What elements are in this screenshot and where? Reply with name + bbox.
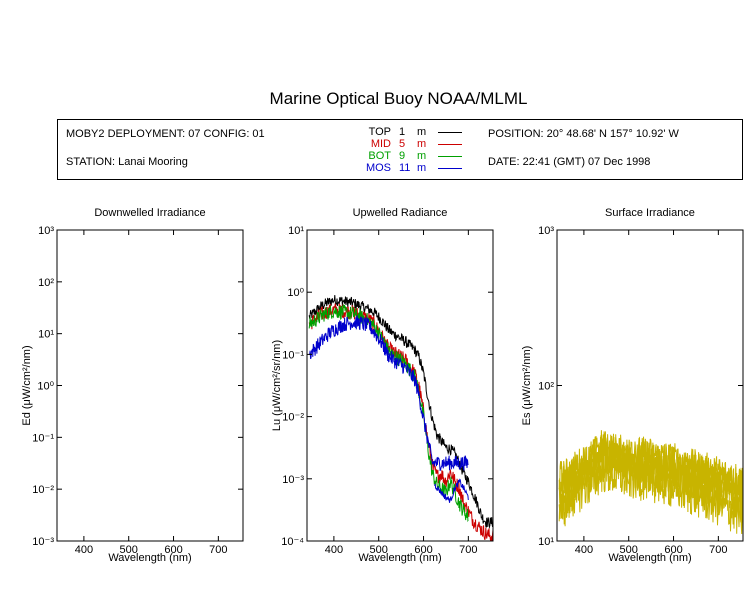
x-tick-label: 400 (325, 544, 343, 556)
y-tick-label: 10² (38, 277, 54, 289)
figure-title: Marine Optical Buoy NOAA/MLML (269, 89, 528, 108)
y-axis-label: Ed (μW/cm²/nm) (21, 345, 33, 425)
legend-swatch (438, 168, 462, 169)
position-text: POSITION: 20° 48.68' N 157° 10.92' W (488, 128, 679, 140)
x-axis-label: Wavelength (nm) (608, 552, 691, 564)
x-tick-label: 700 (709, 544, 727, 556)
legend-name: MID (370, 138, 391, 150)
y-tick-label: 10⁻³ (32, 536, 54, 548)
deployment-text: MOBY2 DEPLOYMENT: 07 CONFIG: 01 (66, 128, 265, 140)
y-tick-label: 10⁻¹ (32, 432, 54, 444)
chart-title: Surface Irradiance (605, 207, 695, 219)
legend-depth: 9 (399, 150, 406, 162)
y-tick-label: 10⁻² (32, 484, 54, 496)
x-tick-label: 500 (370, 544, 388, 556)
series-line-mos (309, 315, 469, 472)
y-tick-label: 10⁰ (37, 381, 54, 393)
y-tick-label: 10⁻² (282, 412, 304, 424)
legend-swatch (438, 156, 462, 157)
y-axis-label: Lu (μW/cm²/sr/nm) (271, 340, 283, 431)
plot-frame (306, 229, 494, 542)
x-tick-label: 600 (664, 544, 682, 556)
y-tick-label: 10² (538, 381, 554, 393)
legend-depth: 5 (399, 138, 406, 150)
x-tick-label: 500 (120, 544, 138, 556)
x-tick-label: 400 (75, 544, 93, 556)
y-axis-label: Es (μW/cm²/nm) (521, 346, 533, 426)
series-line-top (308, 295, 493, 530)
chart-title: Upwelled Radiance (353, 207, 448, 219)
legend-name: TOP (368, 126, 391, 138)
x-tick-label: 700 (459, 544, 477, 556)
chart-title: Downwelled Irradiance (94, 207, 205, 219)
y-tick-label: 10⁻³ (282, 474, 304, 486)
series-line-bot (308, 304, 469, 523)
plot-frame (56, 229, 244, 542)
y-tick-label: 10³ (538, 225, 554, 237)
info-box: MOBY2 DEPLOYMENT: 07 CONFIG: 01 STATION:… (57, 119, 743, 180)
legend-unit: m (417, 126, 427, 138)
legend-name: BOT (368, 150, 391, 162)
series-line-mos (434, 478, 469, 503)
y-tick-label: 10¹ (288, 225, 304, 237)
legend-depth: 1 (399, 126, 406, 138)
y-tick-label: 10¹ (538, 536, 554, 548)
x-tick-label: 500 (620, 544, 638, 556)
chart-2: Upwelled Radiance 400 500 600 700 10¹ 10⁰ 10⁻¹ 1… (271, 207, 494, 564)
y-tick-label: 10¹ (38, 329, 54, 341)
x-tick-label: 400 (575, 544, 593, 556)
x-tick-label: 600 (164, 544, 182, 556)
legend-swatch (438, 132, 462, 133)
legend-depth: 11 (399, 162, 411, 174)
x-tick-label: 700 (209, 544, 227, 556)
y-tick-label: 10³ (38, 225, 54, 237)
x-axis-label: Wavelength (nm) (358, 552, 441, 564)
legend-unit: m (417, 162, 427, 174)
legend-unit: m (417, 150, 427, 162)
x-axis-label: Wavelength (nm) (108, 552, 191, 564)
chart-3: Surface Irradiance 400 500 600 700 10³ 10² 10¹ W… (521, 207, 744, 564)
legend-unit: m (417, 138, 427, 150)
station-text: STATION: Lanai Mooring (66, 156, 188, 168)
y-tick-label: 10⁻¹ (282, 349, 304, 361)
x-tick-label: 600 (414, 544, 432, 556)
legend-name: MOS (365, 162, 391, 174)
series-line-es-scan-5 (558, 452, 743, 535)
date-text: DATE: 22:41 (GMT) 07 Dec 1998 (488, 156, 651, 168)
y-tick-label: 10⁰ (287, 287, 304, 299)
y-tick-label: 10⁻⁴ (281, 536, 304, 548)
legend-swatch (438, 144, 462, 145)
chart-1: Downwelled Irradiance 400 500 600 700 10³ 10² 1… (21, 207, 244, 564)
